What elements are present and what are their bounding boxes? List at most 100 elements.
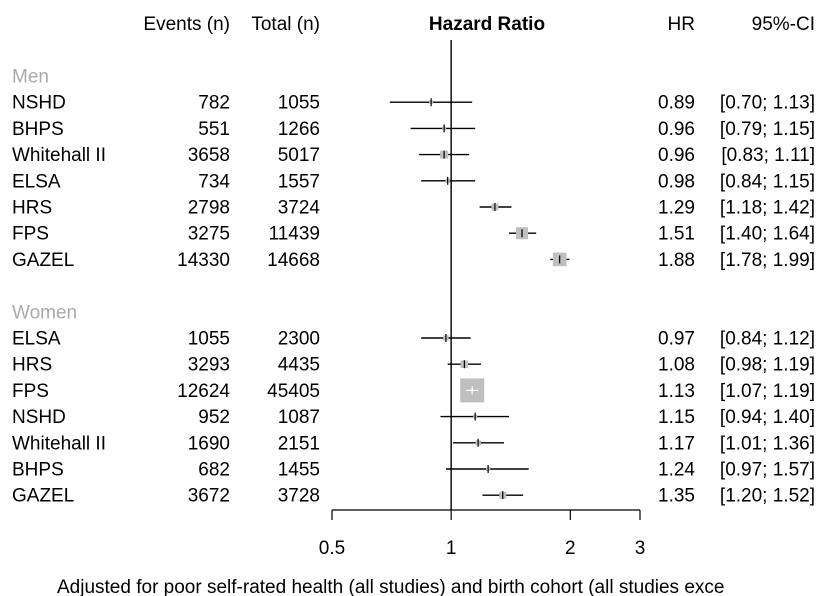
study-label: HRS: [12, 355, 52, 376]
ci-value: [0.98; 1.19]: [720, 355, 815, 376]
table-row: NSHD 952 1087 1.15 [0.94; 1.40]: [12, 407, 815, 428]
hr-value: 1.08: [658, 355, 695, 376]
table-row: ELSA 1055 2300 0.97 [0.84; 1.12]: [12, 329, 815, 350]
table-row: Whitehall II 1690 2151 1.17 [1.01; 1.36]: [12, 433, 815, 454]
study-label: GAZEL: [12, 486, 74, 507]
estimate-point: [466, 386, 479, 395]
table-row: BHPS 551 1266 0.96 [0.79; 1.15]: [12, 119, 815, 140]
study-label: HRS: [12, 198, 52, 219]
study-label: ELSA: [12, 329, 61, 350]
footnote: Adjusted for poor self-rated health (all…: [57, 577, 724, 596]
tick-label: 0.5: [319, 538, 345, 559]
events-value: 3275: [188, 224, 230, 245]
events-value: 2798: [188, 198, 230, 219]
total-value: 1266: [278, 119, 320, 140]
ci-value: [1.01; 1.36]: [720, 433, 815, 454]
total-value: 45405: [267, 381, 320, 402]
ci-value: [0.83; 1.11]: [721, 145, 815, 166]
group-label: Men: [12, 67, 49, 88]
events-header: Events (n): [143, 14, 230, 35]
x-axis: 0.5 1 2 3: [319, 509, 646, 559]
hr-value: 1.88: [658, 250, 695, 271]
hr-value: 0.96: [658, 145, 695, 166]
events-value: 1690: [188, 433, 230, 454]
hr-value: 1.17: [658, 433, 695, 454]
hr-value: 0.96: [658, 119, 695, 140]
hr-value: 1.13: [658, 381, 695, 402]
total-value: 11439: [269, 224, 320, 245]
marks-layer: [389, 40, 570, 510]
table-row: FPS 3275 11439 1.51 [1.40; 1.64]: [12, 224, 815, 245]
ci-value: [1.40; 1.64]: [720, 224, 815, 245]
total-value: 2151: [278, 433, 320, 454]
rows-layer: Men Women NSHD 782 1055 0.89 [0.70; 1.13] BHPS 5…: [12, 67, 815, 507]
total-value: 1055: [278, 93, 320, 114]
table-row: HRS 3293 4435 1.08 [0.98; 1.19]: [12, 355, 815, 376]
tick-label: 3: [635, 538, 646, 559]
total-value: 3728: [278, 486, 320, 507]
ci-value: [1.20; 1.52]: [720, 486, 815, 507]
events-value: 551: [198, 119, 230, 140]
table-row: FPS 12624 45405 1.13 [1.07; 1.19]: [12, 381, 815, 402]
events-value: 14330: [177, 250, 230, 271]
chart-title: Hazard Ratio: [429, 14, 545, 35]
events-value: 3293: [188, 355, 230, 376]
study-label: BHPS: [12, 119, 64, 140]
ci-value: [0.79; 1.15]: [720, 119, 815, 140]
study-label: BHPS: [12, 460, 64, 481]
table-row: Whitehall II 3658 5017 0.96 [0.83; 1.11]: [12, 145, 815, 166]
table-row: HRS 2798 3724 1.29 [1.18; 1.42]: [12, 198, 815, 219]
hr-value: 1.29: [658, 198, 695, 219]
hr-value: 0.98: [658, 171, 695, 192]
ci-value: [0.84; 1.15]: [720, 171, 815, 192]
ci-value: [1.78; 1.99]: [720, 250, 815, 271]
events-value: 1055: [188, 329, 230, 350]
total-value: 14668: [267, 250, 320, 271]
ci-value: [0.94; 1.40]: [720, 407, 815, 428]
study-label: GAZEL: [12, 250, 74, 271]
events-value: 3658: [188, 145, 230, 166]
hr-value: 1.24: [658, 460, 695, 481]
events-value: 952: [198, 407, 230, 428]
hr-value: 0.97: [658, 329, 695, 350]
hr-value: 1.51: [658, 224, 695, 245]
hr-value: 1.15: [658, 407, 695, 428]
study-label: Whitehall II: [12, 433, 106, 454]
ci-value: [0.84; 1.12]: [720, 329, 815, 350]
total-header: Total (n): [251, 14, 320, 35]
hr-value: 1.35: [658, 486, 695, 507]
events-value: 734: [198, 171, 230, 192]
events-value: 782: [198, 93, 230, 114]
study-label: FPS: [12, 381, 49, 402]
total-value: 1557: [278, 171, 320, 192]
total-value: 2300: [278, 329, 320, 350]
table-row: ELSA 734 1557 0.98 [0.84; 1.15]: [12, 171, 815, 192]
total-value: 5017: [278, 145, 320, 166]
study-label: ELSA: [12, 171, 61, 192]
ci-value: [1.18; 1.42]: [720, 198, 815, 219]
hr-header: HR: [668, 14, 695, 35]
ci-value: [0.97; 1.57]: [720, 460, 815, 481]
group-label: Women: [12, 302, 77, 323]
total-value: 1087: [278, 407, 320, 428]
table-row: GAZEL 14330 14668 1.88 [1.78; 1.99]: [12, 250, 815, 271]
table-row: BHPS 682 1455 1.24 [0.97; 1.57]: [12, 460, 815, 481]
events-value: 682: [198, 460, 230, 481]
tick-label: 1: [446, 538, 457, 559]
total-value: 3724: [278, 198, 321, 219]
ci-value: [1.07; 1.19]: [720, 381, 815, 402]
events-value: 3672: [188, 486, 230, 507]
study-label: Whitehall II: [12, 145, 106, 166]
study-label: NSHD: [12, 407, 66, 428]
table-row: GAZEL 3672 3728 1.35 [1.20; 1.52]: [12, 486, 815, 507]
study-label: FPS: [12, 224, 49, 245]
study-label: NSHD: [12, 93, 66, 114]
table-row: NSHD 782 1055 0.89 [0.70; 1.13]: [12, 93, 815, 114]
total-value: 1455: [278, 460, 320, 481]
tick-label: 2: [565, 538, 576, 559]
hr-value: 0.89: [658, 93, 695, 114]
ci-value: [0.70; 1.13]: [720, 93, 815, 114]
total-value: 4435: [278, 355, 320, 376]
events-value: 12624: [177, 381, 230, 402]
